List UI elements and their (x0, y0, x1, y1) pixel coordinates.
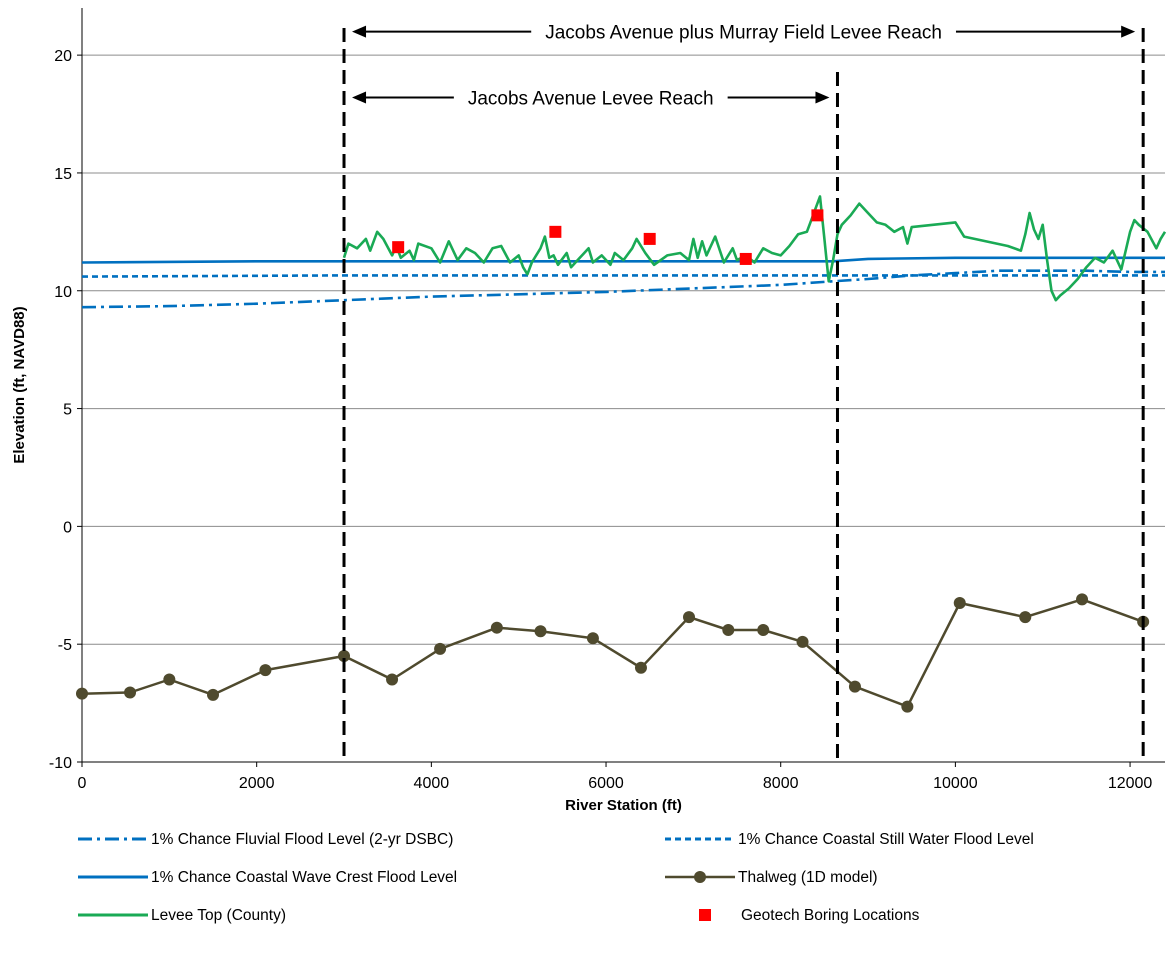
thalweg-point (757, 624, 770, 637)
legend-item: Geotech Boring Locations (699, 907, 920, 924)
axes: -10 -5 0 5 10 15 20 0 2000 4000 6000 8000 10000 12000 (49, 8, 1165, 792)
legend-label: Thalweg (1D model) (738, 869, 878, 886)
1-chance-coastal-wave-crest-flood-level-line (81, 256, 1165, 264)
thalweg-1d-model-line (81, 598, 1144, 708)
thalweg-point (1019, 611, 1032, 624)
y-tick-label: 10 (54, 284, 72, 301)
reach-label: Jacobs Avenue Levee Reach (468, 89, 714, 110)
legend-item: 1% Chance Coastal Still Water Flood Leve… (665, 831, 1034, 848)
x-tick-label: 12000 (1108, 775, 1153, 792)
legend-item: Levee Top (County) (78, 907, 286, 924)
thalweg-point (490, 621, 503, 634)
thalweg-point (683, 611, 696, 624)
thalweg-point (901, 700, 914, 713)
thalweg-point (796, 635, 809, 648)
legend-label: 1% Chance Coastal Still Water Flood Leve… (738, 831, 1034, 848)
reach-label: Jacobs Avenue plus Murray Field Levee Re… (545, 23, 942, 44)
y-tick-label: 20 (54, 48, 72, 65)
1-chance-fluvial-flood-level-2-yr-dsbc-line (81, 269, 1165, 309)
legend-marker (694, 871, 706, 883)
x-tick-label: 6000 (588, 775, 624, 792)
legend: 1% Chance Fluvial Flood Level (2-yr DSBC… (78, 831, 1034, 924)
thalweg-point (848, 680, 861, 693)
thalweg-point (259, 664, 272, 677)
boring-marker (392, 241, 405, 254)
x-tick-label: 8000 (763, 775, 799, 792)
thalweg-point (124, 686, 137, 699)
reach-arrowhead-right (1121, 25, 1136, 38)
thalweg-point (953, 596, 966, 609)
levee-top-county-line (342, 195, 1167, 302)
boring-marker (643, 232, 656, 245)
y-tick-label: -5 (58, 637, 72, 654)
legend-label: Levee Top (County) (151, 907, 286, 924)
thalweg-point (338, 649, 351, 662)
legend-label: Geotech Boring Locations (741, 907, 920, 924)
reach-boundary-lines (342, 28, 1145, 762)
legend-item: 1% Chance Fluvial Flood Level (2-yr DSBC… (78, 831, 453, 848)
data-series (76, 195, 1167, 713)
y-tick-label: 15 (54, 166, 72, 183)
x-tick-label: 10000 (933, 775, 978, 792)
x-tick-label: 0 (78, 775, 87, 792)
y-tick-label: 5 (63, 402, 72, 419)
thalweg-point (634, 661, 647, 674)
y-tick-label: 0 (63, 519, 72, 536)
1-chance-coastal-still-water-flood-level-line (81, 274, 1165, 278)
thalweg-point (434, 642, 447, 655)
legend-swatch (699, 909, 711, 921)
thalweg-point (534, 625, 547, 638)
thalweg-point (722, 624, 735, 637)
reach-arrowhead-left (352, 25, 367, 38)
x-tick-label: 4000 (414, 775, 450, 792)
x-axis-title: River Station (ft) (565, 797, 682, 814)
thalweg-point (1076, 593, 1089, 606)
boring-marker (739, 252, 752, 265)
legend-item: 1% Chance Coastal Wave Crest Flood Level (78, 869, 457, 886)
thalweg-point (586, 632, 599, 645)
legend-label: 1% Chance Fluvial Flood Level (2-yr DSBC… (151, 831, 453, 848)
boring-marker (549, 225, 562, 238)
thalweg-point (386, 673, 399, 686)
thalweg-point (163, 673, 176, 686)
legend-label: 1% Chance Coastal Wave Crest Flood Level (151, 869, 457, 886)
reach-arrowhead-left (352, 91, 367, 104)
y-axis-title: Elevation (ft, NAVD88) (11, 306, 28, 463)
reach-arrowhead-right (815, 91, 830, 104)
thalweg-point (207, 688, 220, 701)
legend-item: Thalweg (1D model) (665, 869, 878, 886)
boring-marker (811, 209, 824, 222)
thalweg-point (76, 687, 88, 700)
horizontal-gridlines (82, 54, 1165, 645)
reach-annotations: Jacobs Avenue plus Murray Field Levee Re… (352, 23, 1136, 110)
x-tick-label: 2000 (239, 775, 275, 792)
y-tick-label: -10 (49, 755, 72, 772)
